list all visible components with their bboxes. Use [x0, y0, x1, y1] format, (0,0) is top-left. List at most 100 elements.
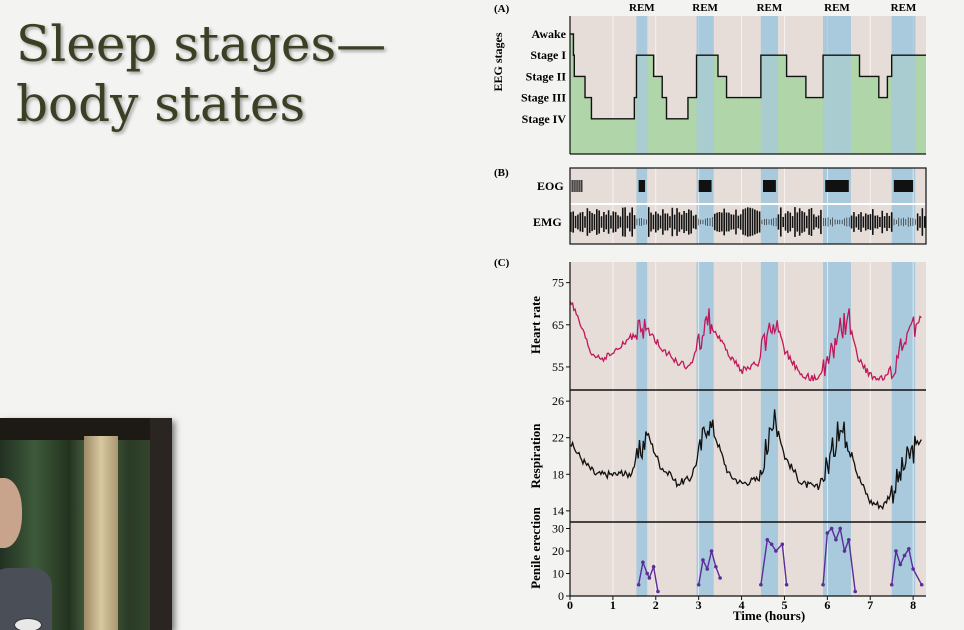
time-tick-label: 3: [696, 598, 702, 612]
eog-burst: [893, 180, 914, 192]
heart-rate-line: [569, 300, 922, 382]
eog-burst: [763, 180, 776, 192]
penile-point: [636, 582, 641, 587]
eog-trace: [570, 180, 926, 205]
rem-band: [696, 168, 714, 244]
respiration-line: [569, 409, 922, 511]
penile-point: [759, 582, 763, 587]
heart-rate-axis-label: Heart rate: [528, 296, 543, 354]
penile-point: [709, 549, 714, 553]
webcam-beam: [0, 418, 172, 440]
penile-point: [919, 582, 924, 587]
rem-band-overlay: [891, 16, 916, 154]
heart-tick-label: 75: [552, 276, 564, 290]
rem-label: REM: [629, 2, 655, 14]
penile-point: [907, 546, 911, 551]
emg-trace: [570, 207, 926, 237]
time-tick-label: 0: [567, 598, 573, 612]
penile-point: [647, 576, 652, 580]
webcam-pillar: [84, 436, 118, 630]
penile-point: [834, 537, 838, 542]
rem-band-overlay: [760, 16, 779, 154]
penile-line: [760, 538, 788, 585]
shirt-logo: [14, 618, 42, 630]
penile-point: [853, 589, 858, 594]
rem-band-overlay: [696, 16, 714, 154]
panel-frames: 0 1 2 3 4 5 6 7 8: [567, 16, 927, 612]
penile-point: [842, 549, 847, 553]
time-tick-label: 5: [781, 598, 787, 612]
penile-tick-label: 20: [552, 544, 564, 558]
penile-point: [780, 542, 785, 547]
stage-line: [570, 33, 926, 120]
time-tick-label: 6: [824, 598, 830, 612]
rem-band: [891, 168, 916, 244]
stage-tick-label: Awake: [532, 27, 567, 41]
rem-label: REM: [824, 2, 850, 14]
penile-point: [825, 531, 830, 535]
penile-point: [894, 549, 898, 553]
penile-point: [821, 582, 825, 587]
penile-line: [637, 559, 659, 592]
panel-label-c: (C): [494, 257, 510, 269]
stage-tick-label: Stage III: [521, 91, 566, 105]
panel-label-b: (B): [494, 167, 509, 179]
respiration-tick-label: 18: [552, 467, 564, 481]
penile-point: [696, 582, 701, 587]
penile-chart: 30 20 10 0: [552, 522, 924, 603]
penile-point: [718, 576, 722, 580]
rem-label: REM: [692, 2, 718, 14]
penile-point: [911, 567, 915, 571]
panel-label-a: (A): [494, 3, 510, 15]
webcam-frame: [150, 418, 172, 630]
time-tick-label: 2: [653, 598, 659, 612]
eog-burst: [698, 180, 712, 192]
penile-point: [902, 553, 907, 558]
penile-point: [656, 589, 660, 594]
presenter-webcam: [0, 418, 172, 630]
penile-tick-label: 10: [552, 567, 564, 581]
rem-band: [696, 262, 714, 596]
heart-rate-chart: 75 65 55: [552, 276, 922, 382]
penile-point: [846, 537, 851, 542]
penile-tick-label: 0: [558, 589, 564, 603]
eeg-axis-label: EEG stages: [491, 32, 505, 91]
penile-point: [765, 537, 770, 542]
time-tick-label: 4: [739, 598, 745, 612]
penile-point: [651, 564, 656, 569]
penile-axis-label: Penile erection: [528, 506, 543, 588]
penile-point: [889, 582, 894, 587]
rem-band-overlay: [636, 16, 648, 154]
respiration-tick-label: 14: [552, 504, 564, 518]
eog-label: EOG: [537, 179, 564, 193]
stage-tick-label: Stage II: [526, 69, 567, 83]
penile-point: [705, 567, 710, 571]
eeg-stage-chart: Awake Stage I Stage II Stage III Stage IV: [521, 16, 926, 154]
penile-point: [701, 558, 705, 562]
penile-tick-label: 30: [552, 522, 564, 536]
presenter-head: [0, 478, 22, 548]
emg-label: EMG: [533, 215, 562, 229]
rem-band: [636, 262, 648, 596]
respiration-axis-label: Respiration: [528, 423, 543, 489]
respiration-chart: 26 22 18 14: [552, 394, 922, 518]
time-tick-label: 7: [867, 598, 873, 612]
penile-point: [898, 562, 903, 567]
respiration-tick-label: 22: [552, 431, 564, 445]
rem-label: REM: [891, 2, 917, 14]
penile-point: [645, 571, 650, 576]
time-tick-label: 8: [910, 598, 916, 612]
rem-band: [760, 168, 779, 244]
panel-b-frame: [569, 167, 927, 245]
respiration-tick-label: 26: [552, 394, 564, 408]
heart-tick-label: 55: [552, 360, 564, 374]
penile-point: [838, 526, 843, 531]
rem-band: [891, 262, 916, 596]
time-tick-label: 1: [610, 598, 616, 612]
penile-point: [784, 582, 789, 587]
stage-tick-label: Stage IV: [522, 112, 567, 126]
eog-burst: [825, 180, 849, 192]
penile-point: [641, 560, 645, 565]
stage-tick-label: Stage I: [530, 48, 566, 62]
